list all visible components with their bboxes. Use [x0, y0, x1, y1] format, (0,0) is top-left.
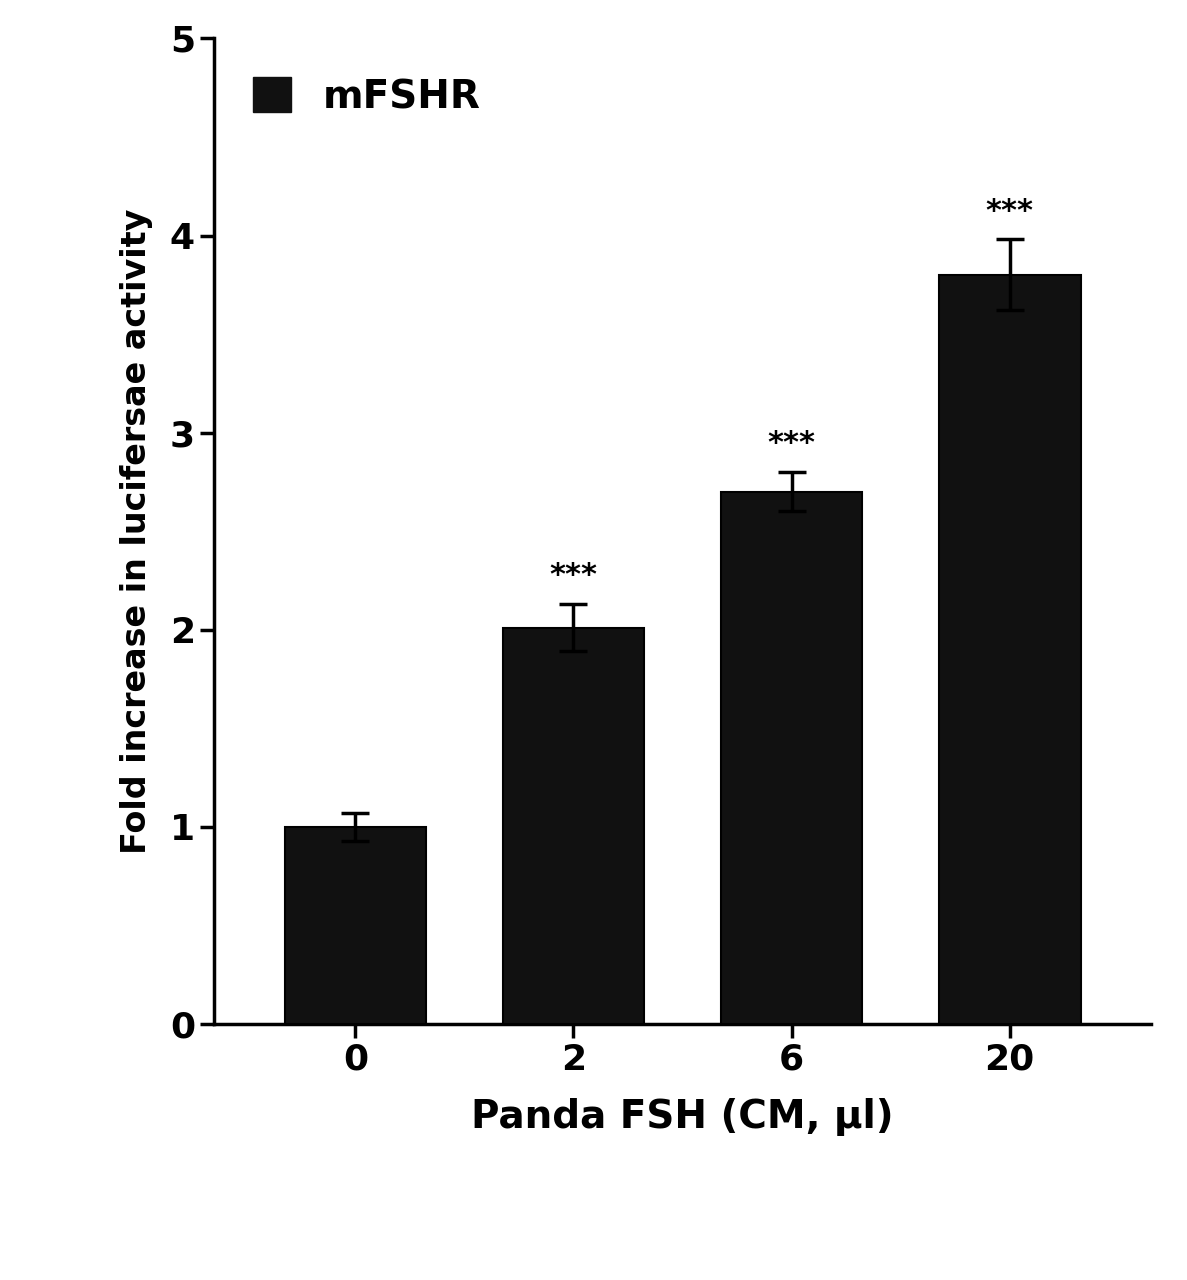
Y-axis label: Fold increase in lucifersae activity: Fold increase in lucifersae activity: [120, 209, 153, 854]
Legend: mFSHR: mFSHR: [233, 58, 500, 136]
Text: ***: ***: [550, 562, 597, 590]
Text: ***: ***: [768, 429, 815, 458]
Bar: [285, 827, 426, 1024]
X-axis label: Panda FSH (CM, μl): Panda FSH (CM, μl): [471, 1097, 894, 1135]
Bar: [939, 275, 1080, 1024]
Text: ***: ***: [985, 197, 1034, 225]
Bar: [502, 627, 645, 1024]
Bar: [721, 492, 863, 1024]
